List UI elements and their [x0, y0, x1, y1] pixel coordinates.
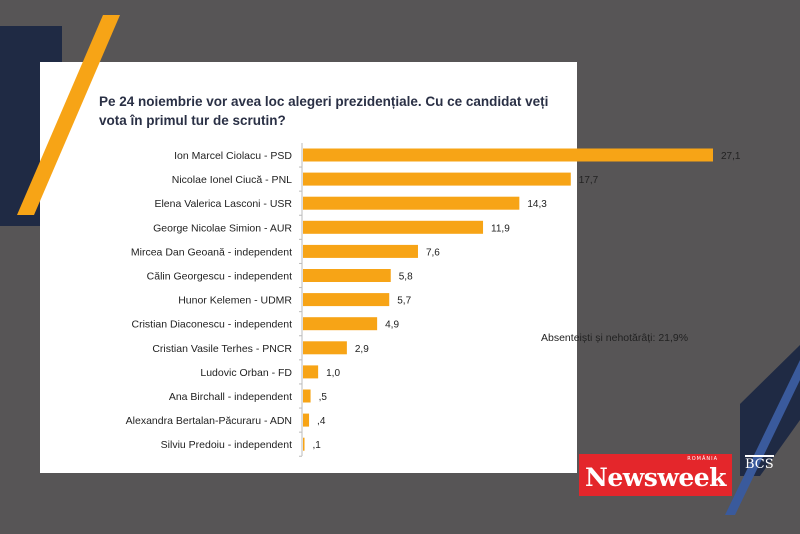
bar	[303, 172, 571, 186]
bar	[303, 413, 310, 427]
bar	[303, 389, 311, 403]
category-label: Mircea Dan Geoană - independent	[131, 246, 292, 258]
category-label: Hunor Kelemen - UDMR	[178, 295, 292, 307]
data-label: ,4	[317, 416, 326, 427]
decor-navy-corner	[740, 345, 800, 476]
category-label: Nicolae Ionel Ciucă - PNL	[172, 174, 292, 186]
bar	[303, 341, 347, 355]
data-label: 11,9	[491, 223, 510, 234]
chart-panel	[40, 62, 577, 473]
bar	[303, 244, 418, 258]
data-label: 1,0	[326, 368, 340, 379]
category-label: George Nicolae Simion - AUR	[153, 222, 292, 234]
bar	[303, 196, 520, 210]
category-label: Elena Valerica Lasconi - USR	[154, 198, 292, 210]
bar	[303, 148, 713, 162]
data-label: 2,9	[355, 344, 369, 355]
bar	[303, 317, 378, 331]
data-label: 4,9	[385, 320, 399, 331]
data-label: 5,7	[397, 296, 411, 307]
bcs-logo: BCS	[745, 455, 774, 472]
category-label: Cristian Diaconescu - independent	[131, 319, 292, 331]
newsweek-logo-sub: ROMÂNIA	[687, 456, 718, 462]
category-label: Călin Georgescu - independent	[147, 271, 292, 283]
category-label: Ana Birchall - independent	[169, 391, 292, 403]
annotation-absent: Absenteiști și nehotărâți: 21,9%	[541, 332, 689, 344]
data-label: 7,6	[426, 247, 440, 258]
newsweek-logo-text: Newsweek	[584, 463, 727, 492]
category-label: Silviu Predoiu - independent	[161, 439, 292, 451]
category-label: Cristian Vasile Terhes - PNCR	[152, 343, 292, 355]
data-label: 27,1	[721, 151, 741, 162]
category-label: Alexandra Bertalan-Păcuraru - ADN	[126, 415, 292, 427]
bar	[303, 437, 305, 451]
data-label: ,1	[313, 440, 322, 451]
chart-title: Pe 24 noiembrie vor avea loc alegeri pre…	[99, 94, 549, 128]
data-label: 14,3	[527, 199, 547, 210]
category-label: Ludovic Orban - FD	[200, 367, 292, 379]
bar	[303, 269, 391, 282]
bar	[303, 293, 390, 307]
decor-orange-stripe	[17, 15, 120, 215]
decor-blue-stripe	[725, 360, 800, 515]
data-label: ,5	[319, 392, 328, 403]
category-label: Ion Marcel Ciolacu - PSD	[174, 150, 292, 162]
bar	[303, 220, 484, 234]
bar	[303, 365, 319, 379]
data-label: 17,7	[579, 175, 599, 186]
data-label: 5,8	[399, 272, 413, 283]
newsweek-logo: ROMÂNIA Newsweek	[579, 454, 732, 496]
